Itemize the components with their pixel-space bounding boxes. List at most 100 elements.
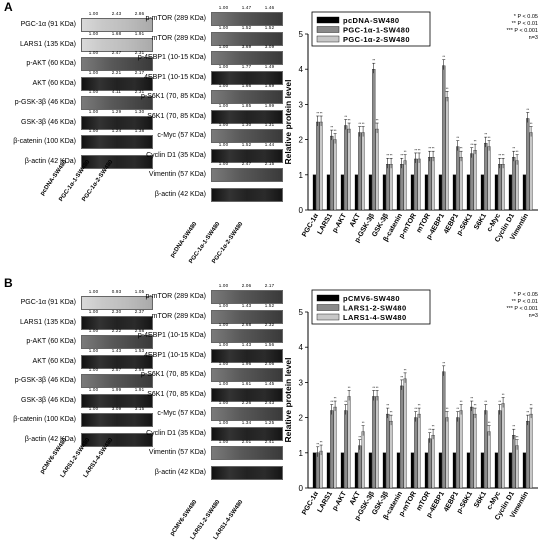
- blot-value: 2.58: [134, 328, 145, 333]
- legend-label: PGC-1α-1-SW480: [343, 26, 410, 35]
- significance-mark: **: [516, 435, 519, 439]
- blot-quantification: 1.00 1.29 1.30: [82, 109, 151, 114]
- x-tick-label: AKT: [349, 490, 363, 507]
- blot-label: Vimentin (57 KDa): [148, 449, 206, 456]
- significance-mark: **: [320, 441, 323, 445]
- blot-value: 2.41: [264, 439, 275, 444]
- blot-quantification: 1.00 2.57 2.58: [82, 367, 151, 372]
- blot-quantification: 1.00 2.30 2.37: [82, 309, 151, 314]
- significance-mark: **: [498, 400, 501, 404]
- blot-band-image: [81, 57, 153, 71]
- bar: [445, 417, 449, 489]
- y-axis-label: Relative protein level: [283, 79, 293, 164]
- bar: [424, 452, 428, 489]
- blot-quantification: 1.00 0.93 1.05: [82, 289, 151, 294]
- significance-mark: **: [470, 397, 473, 401]
- blot-band-image: [81, 115, 153, 130]
- figure: A PGC-1α (91 KDa) 1.00 2.43 2.86 LARS1 (135 …: [4, 0, 538, 541]
- significance-mark: **: [502, 393, 505, 397]
- significance-mark: **: [488, 136, 491, 140]
- blot-value: 1.00: [218, 361, 229, 366]
- significance-mark: **: [446, 87, 449, 91]
- blot-value: 1.47: [241, 5, 252, 10]
- blot-value: 2.06: [264, 361, 275, 366]
- bar: [400, 385, 404, 489]
- blot-value: 1.30: [134, 108, 145, 114]
- blot-quantification: 1.00 2.47 2.31: [82, 50, 151, 55]
- bar: [452, 174, 456, 211]
- blot-value: 1.99: [264, 102, 275, 108]
- legend-swatch: [316, 35, 340, 43]
- blot-value: 2.15: [264, 161, 275, 166]
- significance-mark: **: [414, 407, 417, 411]
- blot-label: Cyclin D1 (35 KDa): [146, 429, 206, 437]
- blot-label: S6K1 (70, 85 KDa): [147, 390, 206, 398]
- blot-quantification: 1.00 2.43 2.86: [82, 11, 151, 16]
- bar: [515, 445, 519, 489]
- blot-value: 1.45: [264, 380, 275, 386]
- bar: [501, 403, 505, 489]
- bar: [319, 450, 323, 489]
- bar: [396, 174, 400, 211]
- blot-value: 1.00: [218, 5, 229, 10]
- bar: [515, 160, 519, 211]
- blot-label: 4EBP1 (10-15 KDa): [144, 73, 206, 81]
- significance-key: ** P < 0.01: [512, 21, 538, 27]
- blot-quantification: 1.00 1.68 1.91: [82, 31, 151, 36]
- significance-mark: **: [372, 386, 375, 390]
- blot-band-image: [81, 413, 153, 427]
- blot-value: 1.00: [88, 289, 99, 294]
- blot-band-image: [81, 296, 153, 310]
- significance-mark: **: [414, 148, 417, 152]
- bar: [326, 174, 330, 211]
- bar: [438, 174, 442, 211]
- blot-quantification: 1.00 1.52 1.44: [212, 142, 281, 147]
- blot-value: 1.00: [88, 406, 99, 411]
- bar: [508, 452, 512, 489]
- blot-value: 2.47: [111, 50, 122, 55]
- blot-value: 1.91: [134, 386, 145, 392]
- blot-value: 3.09: [264, 44, 275, 49]
- significance-mark: **: [484, 133, 487, 137]
- blot-value: 1.34: [241, 419, 252, 425]
- bar: [498, 410, 502, 489]
- blot-value: 1.77: [241, 63, 252, 69]
- significance-key: ** P < 0.01: [512, 299, 538, 305]
- blot-quantification: 1.00 1.52 1.52: [212, 25, 281, 30]
- bar: [340, 452, 344, 489]
- blot-value: 1.85: [241, 102, 252, 108]
- bar: [522, 452, 526, 489]
- blot-band-image: [211, 426, 283, 441]
- blot-value: 1.52: [241, 141, 252, 147]
- blot-label: PGC-1α (91 KDa): [20, 21, 76, 28]
- blot-quantification: 1.00 1.24 1.38: [82, 128, 151, 133]
- bar: [456, 417, 460, 489]
- blot-value: 2.37: [134, 308, 145, 314]
- bar: [494, 452, 498, 489]
- bar: [319, 121, 323, 211]
- blot-band-image: [211, 348, 283, 363]
- blot-label: p-4EBP1 (10-15 KDa): [137, 54, 206, 61]
- blot-value: 1.00: [88, 347, 99, 353]
- y-tick-label: 2: [299, 136, 304, 145]
- y-tick-label: 3: [299, 100, 304, 109]
- bar: [470, 406, 474, 489]
- blot-quantification: 1.00 1.96 2.06: [212, 361, 281, 366]
- bar: [382, 452, 386, 489]
- bar: [347, 128, 351, 211]
- significance-mark: **: [418, 404, 421, 408]
- bar: [344, 125, 348, 211]
- significance-mark: **: [344, 115, 347, 119]
- blot-label: p-mTOR (289 KDa): [145, 15, 206, 22]
- significance-mark: **: [362, 421, 365, 425]
- blot-value: 1.43: [241, 302, 252, 308]
- blot-value: 1.00: [88, 328, 99, 333]
- blot-value: 1.00: [218, 44, 229, 49]
- bar: [368, 452, 372, 489]
- blot-value: 2.31: [134, 50, 145, 55]
- blot-value: 1.25: [264, 419, 275, 425]
- blot-value: 1.00: [218, 161, 229, 166]
- blot-quantification: 1.00 1.61 1.45: [212, 381, 281, 386]
- legend-swatch: [316, 294, 340, 302]
- blot-value: 1.00: [88, 386, 99, 392]
